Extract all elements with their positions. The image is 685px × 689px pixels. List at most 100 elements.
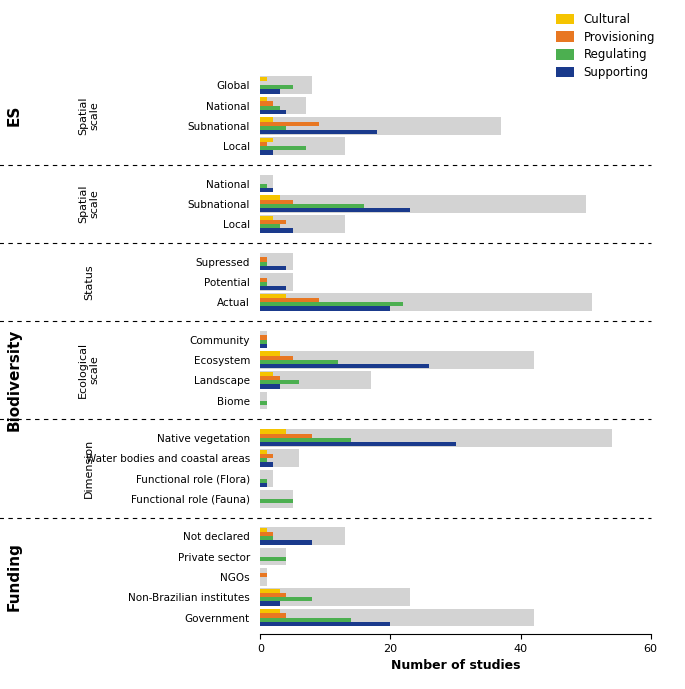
Bar bbox=[260, 351, 279, 356]
Bar bbox=[260, 126, 286, 130]
Bar bbox=[260, 528, 266, 532]
Bar bbox=[260, 117, 273, 122]
Bar bbox=[260, 360, 338, 364]
Bar bbox=[260, 101, 273, 105]
Bar bbox=[260, 372, 273, 376]
Bar bbox=[260, 483, 266, 487]
Bar bbox=[260, 188, 273, 192]
Bar bbox=[260, 609, 279, 613]
Bar bbox=[260, 331, 266, 348]
Bar bbox=[260, 449, 299, 467]
Text: Dimension: Dimension bbox=[84, 439, 94, 498]
Bar bbox=[260, 130, 377, 134]
Bar bbox=[260, 298, 319, 302]
Bar bbox=[260, 216, 345, 233]
Bar bbox=[260, 429, 612, 446]
Bar bbox=[260, 142, 266, 146]
Bar bbox=[260, 536, 273, 540]
Bar bbox=[260, 376, 279, 380]
Bar bbox=[260, 462, 273, 466]
Text: Funding: Funding bbox=[6, 542, 21, 611]
Bar bbox=[260, 593, 286, 597]
Text: Status: Status bbox=[84, 264, 94, 300]
Bar bbox=[260, 601, 279, 606]
Bar bbox=[260, 85, 292, 90]
Bar bbox=[260, 208, 410, 212]
Legend: Cultural, Provisioning, Regulating, Supporting: Cultural, Provisioning, Regulating, Supp… bbox=[553, 10, 658, 83]
Bar bbox=[260, 433, 312, 438]
Text: Ecological
scale: Ecological scale bbox=[78, 342, 100, 398]
Bar bbox=[260, 622, 390, 626]
Bar bbox=[260, 146, 306, 150]
Bar bbox=[260, 105, 279, 110]
Bar bbox=[260, 589, 279, 593]
Bar bbox=[260, 588, 410, 606]
Bar bbox=[260, 438, 351, 442]
Bar bbox=[260, 380, 299, 384]
Bar bbox=[260, 122, 319, 126]
Bar bbox=[260, 200, 292, 204]
Bar bbox=[260, 220, 286, 224]
Bar bbox=[260, 351, 534, 369]
Bar bbox=[260, 262, 266, 266]
Bar bbox=[260, 253, 292, 270]
Bar bbox=[260, 532, 273, 536]
Text: ES: ES bbox=[6, 105, 21, 126]
Bar bbox=[260, 96, 306, 114]
Text: Spatial
scale: Spatial scale bbox=[78, 96, 100, 135]
Bar bbox=[260, 400, 266, 405]
Bar bbox=[260, 196, 279, 200]
Bar bbox=[260, 307, 390, 311]
Text: Spatial
scale: Spatial scale bbox=[78, 185, 100, 223]
Text: Biodiversity: Biodiversity bbox=[6, 329, 21, 431]
Bar bbox=[260, 617, 351, 622]
Bar bbox=[260, 344, 266, 348]
Bar bbox=[260, 371, 371, 389]
Bar bbox=[260, 302, 403, 307]
Bar bbox=[260, 454, 273, 458]
Bar bbox=[260, 294, 286, 298]
Bar bbox=[260, 336, 266, 340]
Bar bbox=[260, 257, 266, 262]
Bar bbox=[260, 458, 266, 462]
Bar bbox=[260, 150, 273, 155]
Bar bbox=[260, 273, 292, 291]
Bar bbox=[260, 597, 312, 601]
Bar bbox=[260, 216, 273, 220]
Bar bbox=[260, 528, 345, 545]
Bar bbox=[260, 282, 266, 286]
Bar bbox=[260, 479, 266, 483]
Bar bbox=[260, 364, 429, 369]
Bar bbox=[260, 90, 279, 94]
Bar bbox=[260, 613, 286, 617]
Bar bbox=[260, 97, 266, 101]
Bar bbox=[260, 138, 273, 142]
Bar bbox=[260, 557, 286, 561]
Bar bbox=[260, 429, 286, 433]
Bar bbox=[260, 204, 364, 208]
Bar bbox=[260, 442, 456, 446]
Bar bbox=[260, 450, 266, 454]
Bar bbox=[260, 609, 534, 626]
Bar bbox=[260, 568, 266, 586]
Bar bbox=[260, 195, 586, 213]
Bar bbox=[260, 278, 266, 282]
Bar bbox=[260, 76, 312, 94]
Bar bbox=[260, 573, 266, 577]
Bar bbox=[260, 175, 273, 192]
Bar bbox=[260, 392, 266, 409]
Bar bbox=[260, 183, 266, 188]
Bar bbox=[260, 138, 345, 155]
Bar bbox=[260, 117, 501, 134]
Bar bbox=[260, 384, 279, 389]
Bar bbox=[260, 110, 286, 114]
Bar bbox=[260, 224, 279, 229]
Bar bbox=[260, 540, 312, 545]
Bar bbox=[260, 286, 286, 290]
Bar bbox=[260, 294, 592, 311]
Bar bbox=[260, 548, 286, 565]
Bar bbox=[260, 266, 286, 270]
Bar bbox=[260, 356, 292, 360]
X-axis label: Number of studies: Number of studies bbox=[390, 659, 521, 672]
Bar bbox=[260, 229, 292, 233]
